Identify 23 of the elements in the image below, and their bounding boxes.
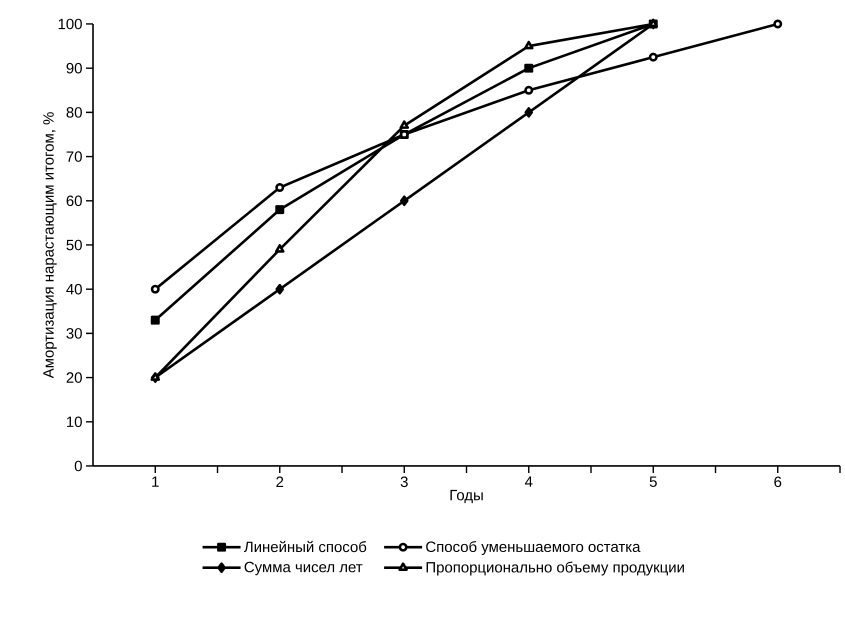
y-tick-label: 50 [66,240,82,250]
x-axis-title: Годы [450,490,483,504]
legend-label: Пропорционально объему продукции [426,561,684,576]
x-tick-label: 4 [524,476,532,487]
legend-label: Сумма чисел лет [244,562,362,576]
y-tick-label: 20 [66,372,82,383]
legend-label: Линейный способ [244,540,366,552]
y-tick-label: 70 [66,151,82,162]
y-tick-label: 30 [66,328,82,339]
x-tick-label: 1 [152,476,159,487]
x-tick-label: 2 [276,476,284,487]
y-tick-label: 100 [58,18,82,30]
y-tick-label: 40 [66,284,82,294]
legend-label: Способ уменьшаемого остатка [426,540,640,556]
y-axis-title: Амортизация нарастающим итогом, % [43,112,57,378]
x-tick-label: 3 [400,476,408,488]
y-tick-label: 60 [66,195,82,206]
x-tick-label: 5 [650,476,657,487]
y-tick-label: 10 [67,416,82,428]
y-tick-label: 0 [74,460,82,472]
x-tick-label: 6 [774,476,782,488]
y-tick-label: 80 [66,107,82,118]
y-tick-label: 90 [66,62,82,74]
